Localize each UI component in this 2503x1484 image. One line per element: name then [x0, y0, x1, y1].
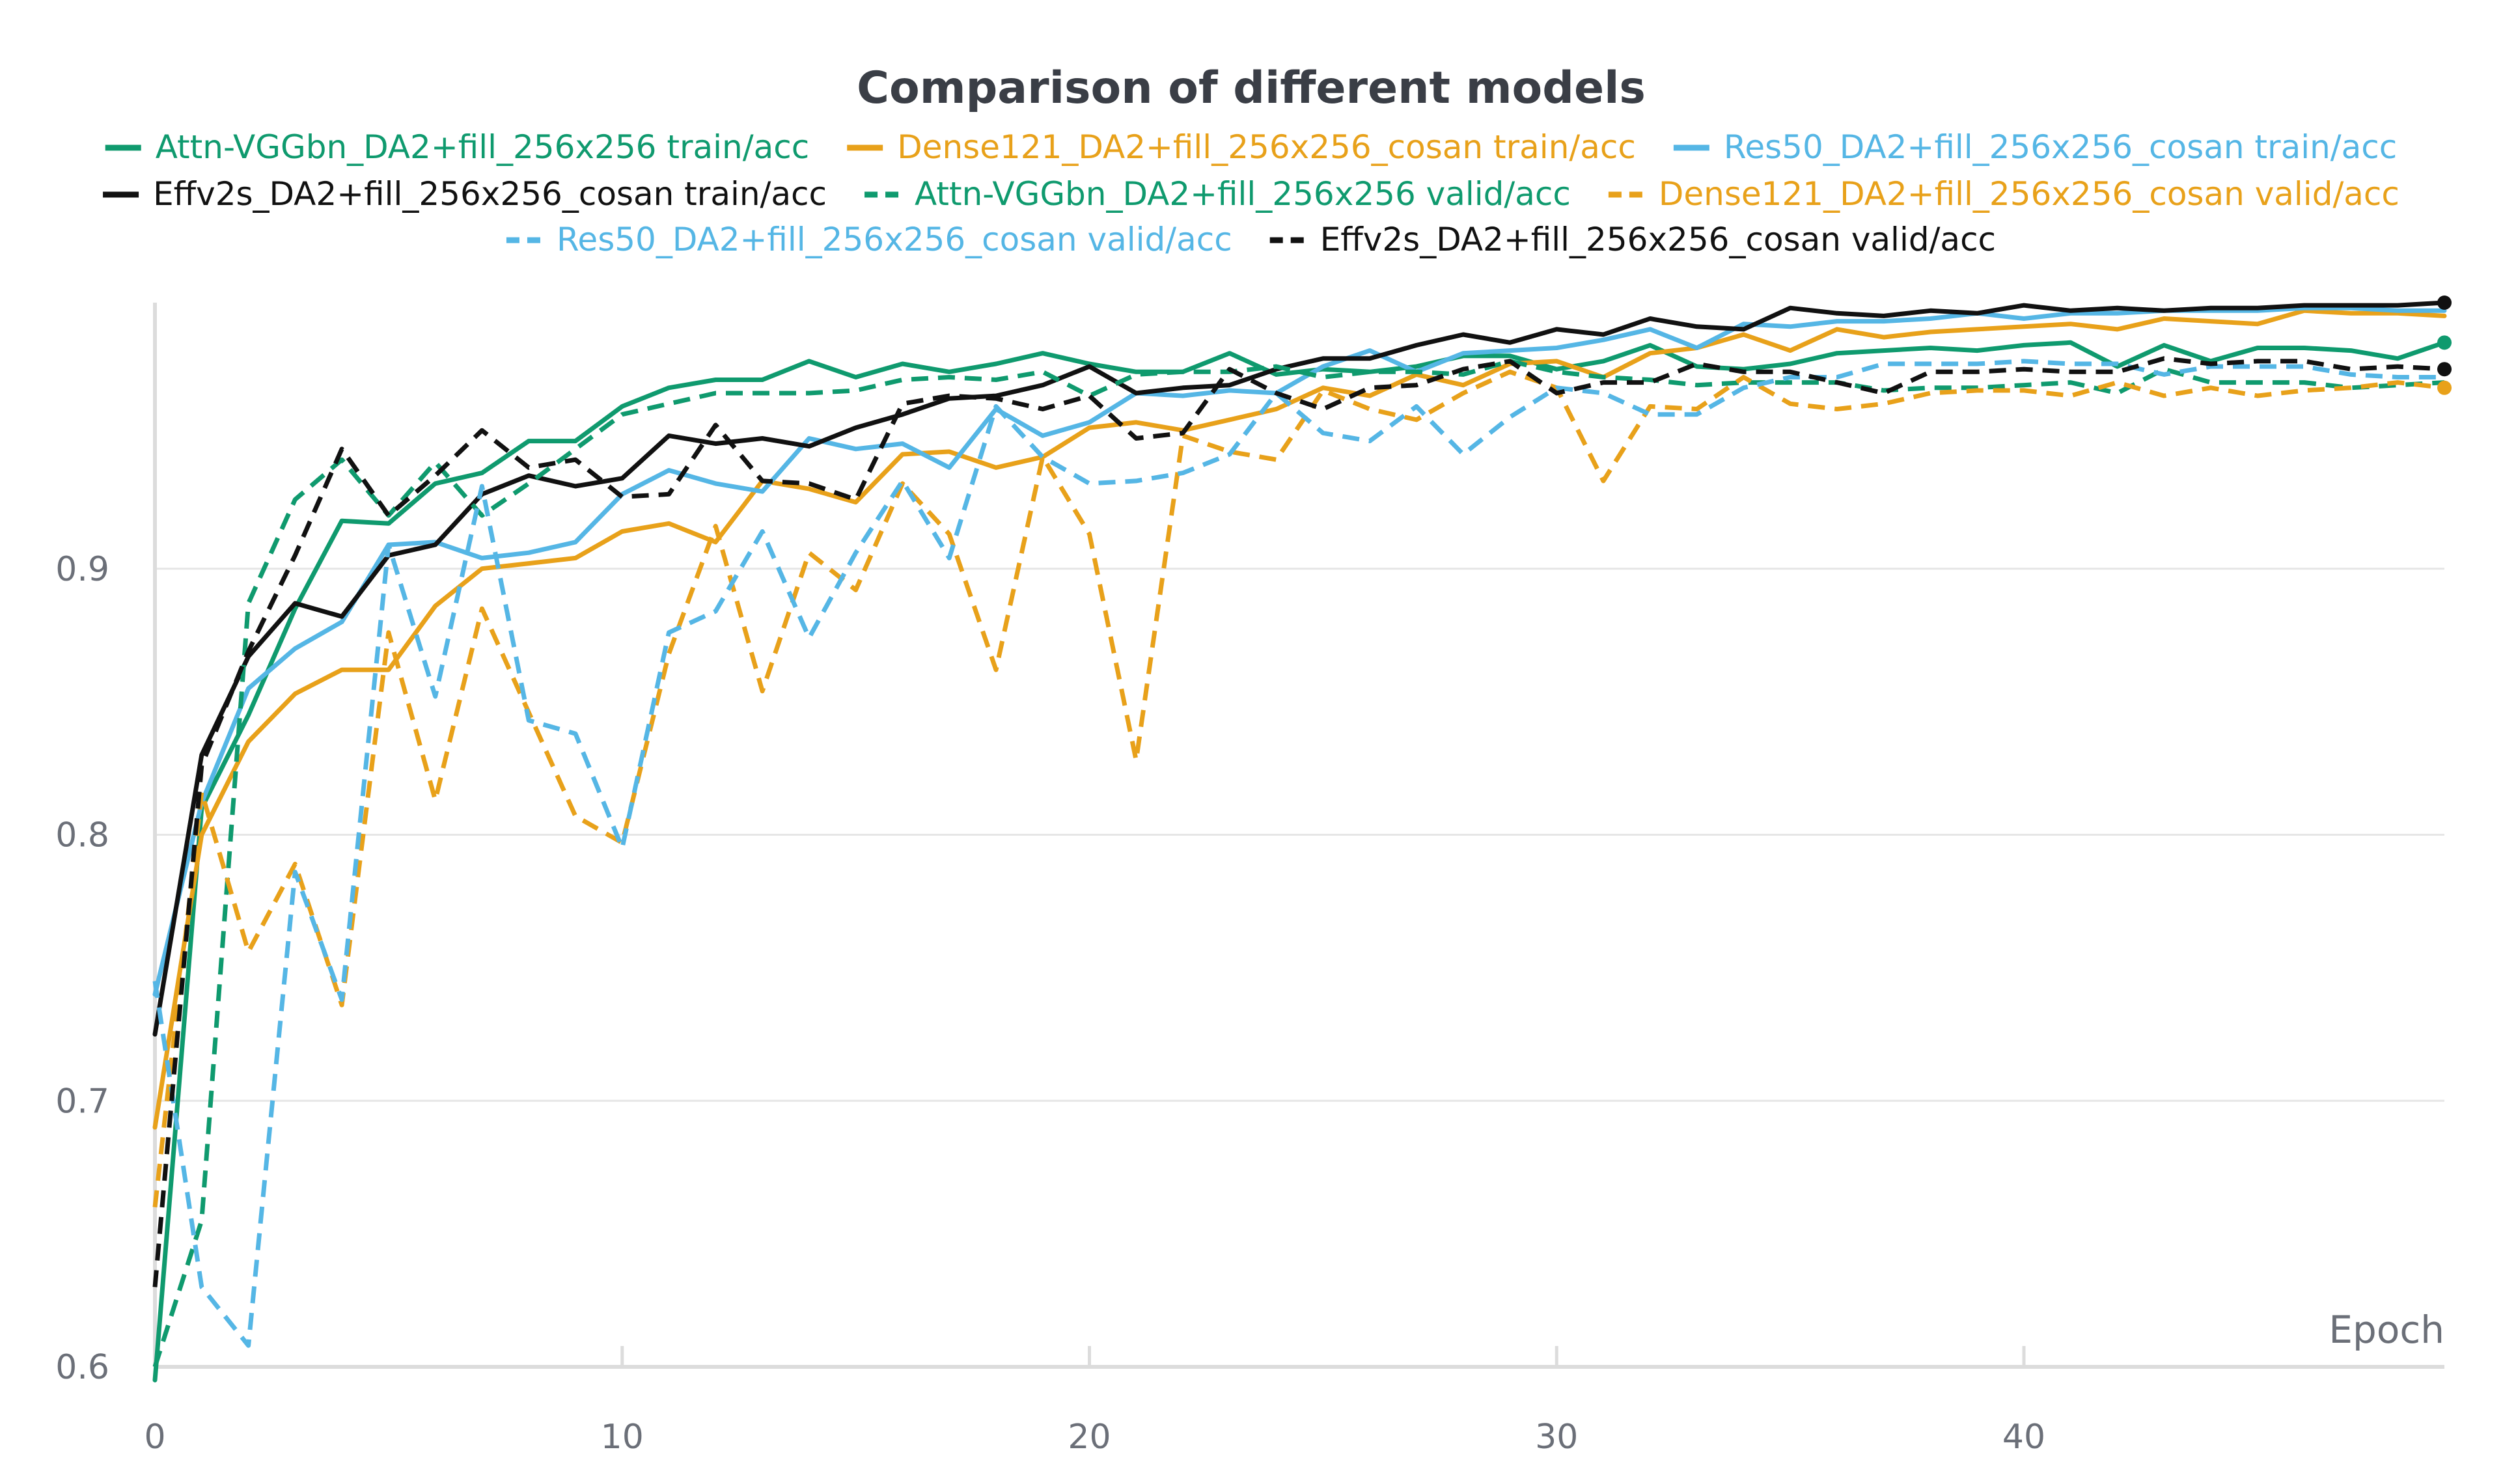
series-end-markers [2437, 295, 2452, 395]
series-line [152, 340, 2447, 1382]
legend-label: Effv2s_DA2+fill_256x256_cosan valid/acc [1320, 221, 1996, 258]
x-tick-label: 0 [144, 1418, 165, 1457]
series-lines [152, 300, 2447, 1382]
legend-label: Res50_DA2+fill_256x256_cosan valid/acc [557, 221, 1232, 258]
series-line [152, 369, 2445, 1208]
legend-label: Dense121_DA2+fill_256x256_cosan valid/ac… [1659, 175, 2399, 213]
x-tick-label: 10 [601, 1418, 644, 1457]
y-tick-label: 0.8 [55, 816, 109, 855]
y-tick-label: 0.9 [55, 550, 109, 589]
series-line [152, 305, 2447, 997]
series-line [152, 356, 2445, 1287]
series-end-marker [2437, 335, 2452, 350]
y-tick-label: 0.7 [55, 1082, 109, 1121]
x-tick-label: 40 [2002, 1418, 2045, 1457]
series-line [152, 308, 2447, 1130]
x-tick-label: 30 [1535, 1418, 1578, 1457]
legend-label: Res50_DA2+fill_256x256_cosan train/acc [1724, 128, 2397, 166]
legend-label: Dense121_DA2+fill_256x256_cosan train/ac… [897, 128, 1636, 166]
x-axis-label: Epoch [2329, 1308, 2444, 1352]
grid [155, 568, 2444, 1368]
series-end-marker [2437, 295, 2452, 310]
x-tick-label: 20 [1068, 1418, 1111, 1457]
legend: Attn-VGGbn_DA2+fill_256x256 train/acc Den… [103, 128, 2399, 258]
legend-label: Attn-VGGbn_DA2+fill_256x256 valid/acc [915, 175, 1571, 213]
chart-title: Comparison of different models [857, 62, 1646, 114]
axes: 0.6 0.7 0.8 0.9 0 10 20 30 40 [55, 303, 2444, 1457]
y-tick-label: 0.6 [55, 1348, 109, 1387]
legend-label: Attn-VGGbn_DA2+fill_256x256 train/acc [156, 128, 809, 166]
series-end-marker [2437, 380, 2452, 395]
series-line [152, 359, 2445, 1368]
legend-label: Effv2s_DA2+fill_256x256_cosan train/acc [153, 175, 827, 213]
series-line [152, 359, 2444, 1348]
series-end-marker [2437, 362, 2452, 377]
